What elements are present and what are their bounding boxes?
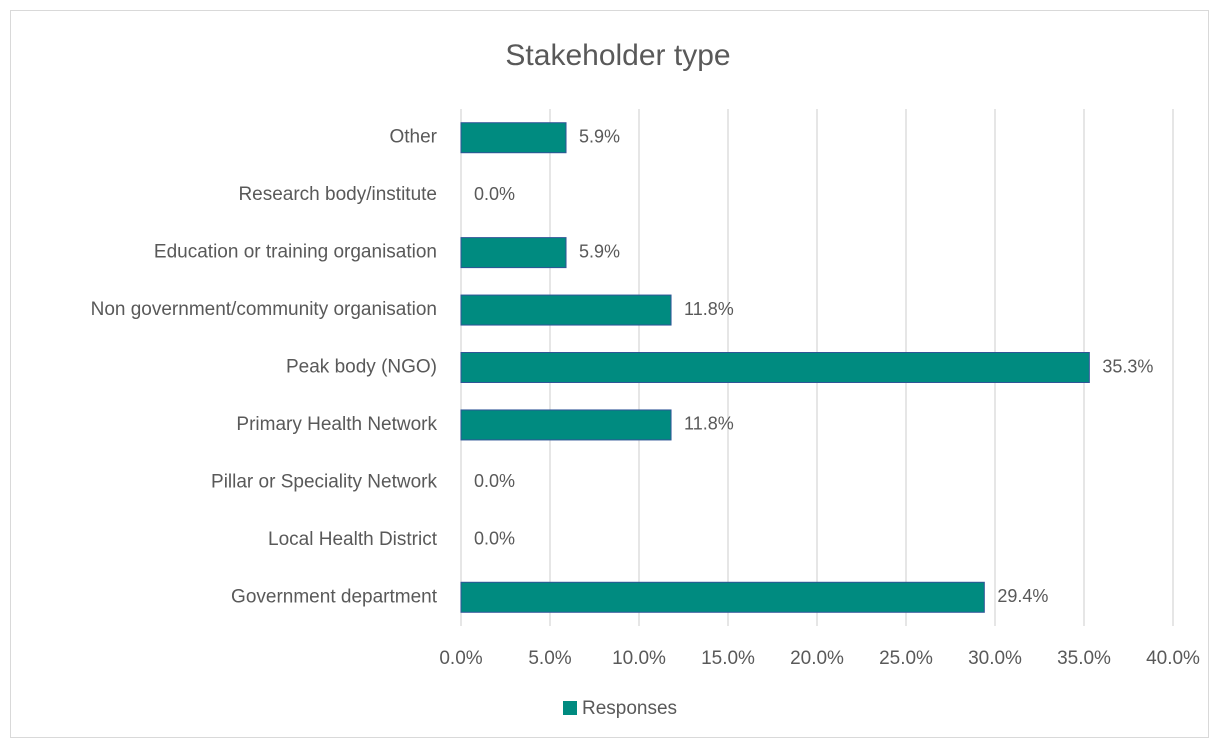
data-label: 11.8% bbox=[684, 299, 734, 319]
bar bbox=[460, 237, 567, 269]
x-tick-label: 0.0% bbox=[439, 648, 482, 669]
bar bbox=[460, 581, 985, 613]
y-tick-label: Pillar or Speciality Network bbox=[211, 471, 437, 492]
data-label: 0.0% bbox=[474, 184, 515, 204]
x-tick-label: 35.0% bbox=[1057, 648, 1111, 669]
x-tick-label: 30.0% bbox=[968, 648, 1022, 669]
y-tick-label: Peak body (NGO) bbox=[286, 357, 437, 378]
y-tick-label: Education or training organisation bbox=[154, 242, 437, 263]
bar bbox=[460, 409, 672, 441]
chart-title: Stakeholder type bbox=[505, 39, 730, 72]
x-tick-label: 10.0% bbox=[612, 648, 666, 669]
x-tick-label: 40.0% bbox=[1146, 648, 1200, 669]
y-tick-label: Local Health District bbox=[268, 529, 438, 550]
data-label: 0.0% bbox=[474, 529, 515, 549]
bar bbox=[460, 122, 567, 154]
legend-swatch bbox=[563, 701, 577, 715]
x-tick-label: 5.0% bbox=[528, 648, 571, 669]
y-tick-label: Other bbox=[389, 127, 437, 148]
x-tick-label: 20.0% bbox=[790, 648, 844, 669]
data-label: 5.9% bbox=[579, 241, 620, 261]
data-label: 5.9% bbox=[579, 126, 620, 146]
legend-label: Responses bbox=[582, 698, 677, 719]
bar bbox=[460, 352, 1090, 383]
y-tick-label: Research body/institute bbox=[238, 184, 437, 205]
x-tick-label: 25.0% bbox=[879, 648, 933, 669]
data-label: 0.0% bbox=[474, 471, 515, 491]
bar bbox=[460, 294, 672, 326]
y-tick-label: Primary Health Network bbox=[236, 414, 437, 435]
data-label: 11.8% bbox=[684, 414, 734, 434]
y-tick-label: Government department bbox=[231, 586, 438, 607]
y-tick-label: Non government/community organisation bbox=[91, 299, 437, 320]
data-label: 35.3% bbox=[1102, 356, 1153, 376]
x-tick-label: 15.0% bbox=[701, 648, 755, 669]
data-label: 29.4% bbox=[997, 586, 1048, 606]
